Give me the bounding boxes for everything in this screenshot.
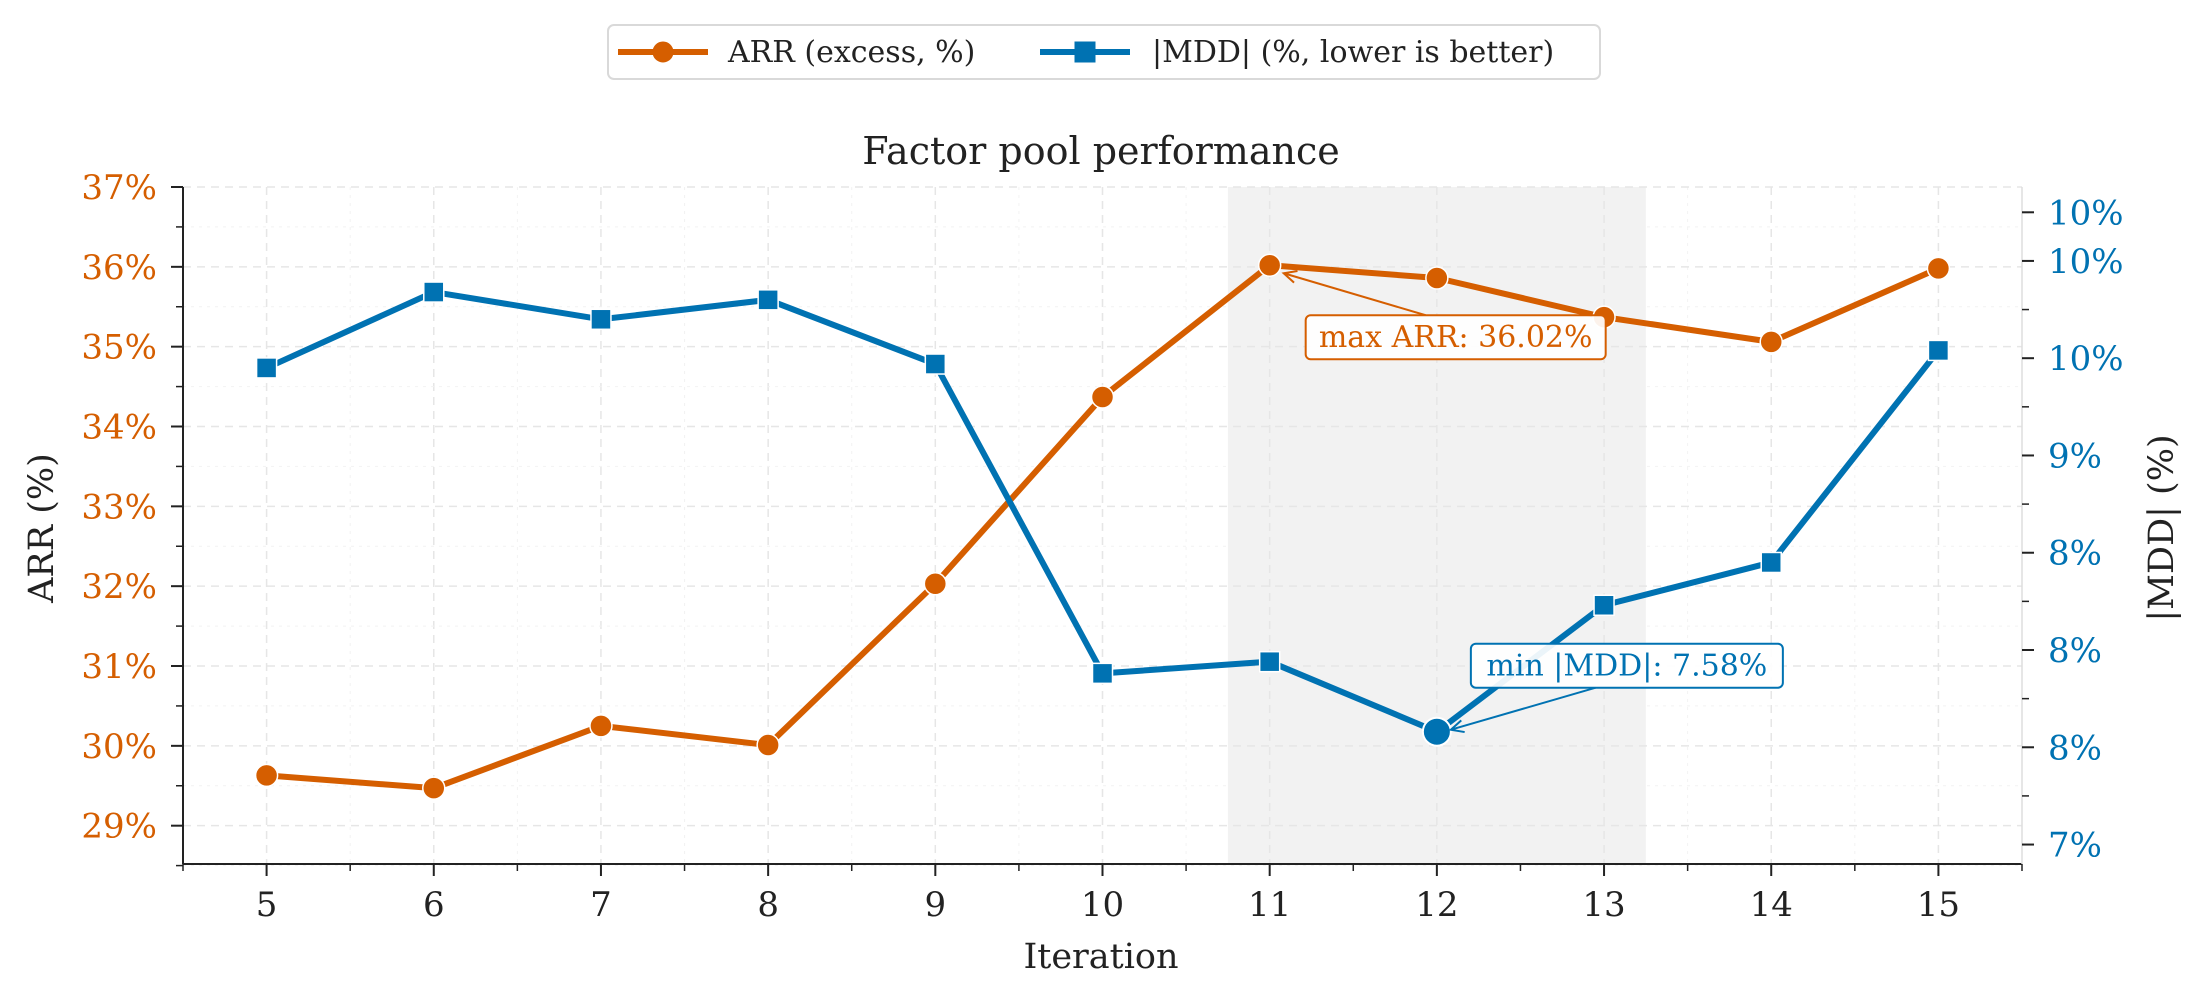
x-tick-label: 8 bbox=[757, 885, 779, 925]
data-point-arr bbox=[254, 763, 279, 788]
x-tick-label: 15 bbox=[1917, 885, 1960, 925]
data-point-mdd bbox=[924, 353, 947, 375]
x-tick-label: 12 bbox=[1415, 885, 1458, 925]
annotation-arrow-line bbox=[1450, 686, 1596, 731]
y-right-tick-label: 10% bbox=[2048, 242, 2124, 282]
data-point-mdd bbox=[1258, 650, 1281, 673]
y-left-tick-label: 36% bbox=[81, 248, 157, 288]
min-mdd-marker bbox=[1421, 716, 1452, 747]
x-tick-label: 9 bbox=[924, 885, 946, 925]
y-left-tick-label: 30% bbox=[81, 727, 157, 767]
y-right-tick-label: 9% bbox=[2048, 436, 2102, 476]
data-point-mdd bbox=[1091, 662, 1114, 685]
y-left-tick-label: 33% bbox=[81, 487, 157, 527]
annotation-arrow-head bbox=[1281, 269, 1298, 284]
legend-label-arr: ARR (excess, %) bbox=[727, 35, 975, 70]
x-tick-label: 14 bbox=[1750, 885, 1793, 925]
data-point-arr bbox=[1257, 253, 1282, 277]
data-point-arr bbox=[756, 733, 780, 757]
y-right-tick-label: 10% bbox=[2048, 193, 2124, 233]
annotation-label: min |MDD|: 7.58% bbox=[1486, 649, 1767, 684]
data-point-arr bbox=[923, 572, 948, 596]
y-right-tick-label: 8% bbox=[2048, 728, 2102, 768]
annotation-box bbox=[1304, 314, 1607, 361]
y-right-tick-label: 8% bbox=[2048, 631, 2102, 671]
annotation-arrow-line bbox=[1283, 272, 1426, 317]
annotation-layer: max ARR: 36.02% min |MDD|: 7.58% bbox=[1281, 269, 1784, 747]
data-point-mdd bbox=[1593, 594, 1615, 617]
y-right-tick-label: 7% bbox=[2048, 826, 2102, 866]
data-point-mdd bbox=[757, 289, 779, 311]
y-left-tick-label: 35% bbox=[81, 328, 157, 368]
data-point-arr bbox=[589, 714, 613, 738]
data-point-mdd bbox=[423, 281, 445, 303]
data-point-arr bbox=[422, 776, 446, 800]
y-left-tick-label: 31% bbox=[81, 647, 157, 687]
data-point-mdd bbox=[1927, 339, 1950, 362]
x-tick-label: 5 bbox=[256, 885, 278, 925]
data-point-arr bbox=[1090, 385, 1115, 409]
x-axis-label: Iteration bbox=[1023, 937, 1178, 977]
annotation-box bbox=[1469, 642, 1784, 689]
y-left-tick-label: 37% bbox=[81, 168, 157, 208]
y-right-tick-label: 10% bbox=[2048, 339, 2124, 379]
data-point-mdd bbox=[1760, 551, 1782, 574]
legend-label-mdd: |MDD| (%, lower is better) bbox=[1152, 35, 1554, 70]
data-point-arr bbox=[1425, 266, 1449, 290]
x-tick-label: 10 bbox=[1081, 885, 1124, 925]
x-tick-label: 11 bbox=[1248, 885, 1291, 925]
y-left-tick-label: 29% bbox=[81, 807, 157, 847]
grid-layer bbox=[182, 186, 2023, 867]
data-point-mdd bbox=[590, 308, 612, 331]
y-right-axis-label: |MDD| (%) bbox=[2142, 434, 2182, 621]
y-right-tick-label: 8% bbox=[2048, 534, 2102, 574]
legend-marker-mdd bbox=[1074, 41, 1096, 63]
x-tick-label: 13 bbox=[1582, 885, 1625, 925]
data-point-arr bbox=[1759, 330, 1783, 354]
x-tick-label: 6 bbox=[423, 885, 445, 925]
chart-title: Factor pool performance bbox=[862, 129, 1339, 173]
series-layer bbox=[254, 253, 1951, 800]
y-left-tick-label: 32% bbox=[81, 567, 157, 607]
x-tick-label: 7 bbox=[590, 885, 612, 925]
data-point-mdd bbox=[255, 357, 278, 379]
y-left-tick-label: 34% bbox=[81, 408, 157, 448]
legend-marker-arr bbox=[652, 41, 674, 63]
data-point-arr bbox=[1926, 256, 1951, 281]
annotation-label: max ARR: 36.02% bbox=[1319, 320, 1593, 355]
annotation-arrow-head bbox=[1448, 719, 1465, 734]
legend: ARR (excess, %) |MDD| (%, lower is bette… bbox=[607, 24, 1601, 80]
y-left-axis-label: ARR (%) bbox=[22, 453, 62, 604]
axes-layer: 5 6 7 8 9 10 11 12 13 14 15 29% 30% 31% 32% 33% 34% 35% 36… bbox=[81, 168, 2123, 925]
